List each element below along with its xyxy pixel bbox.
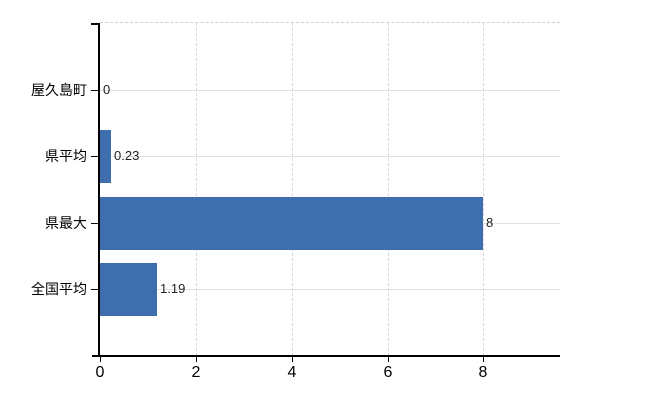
x-axis-line [92,355,560,357]
category-label: 全国平均 [31,281,87,297]
x-tick-label: 2 [191,364,201,381]
horizontal-gridline [100,90,560,91]
horizontal-gridline [100,289,560,290]
vertical-gridline [388,23,389,356]
x-axis-tick [196,356,197,362]
category-label: 県最大 [45,215,87,231]
x-tick-label: 0 [95,364,105,381]
vertical-gridline [196,23,197,356]
x-axis-tick [483,356,484,362]
x-tick-label: 8 [478,364,488,381]
horizontal-gridline [100,156,560,157]
category-label: 県平均 [45,148,87,164]
plot-area: 0 2 4 6 8 屋久島町 0 県平均 0.23 県最大 8 全国平均 1.19 [31,22,560,381]
y-axis-top-tick [91,23,100,25]
vertical-gridline [483,23,484,356]
y-axis-tick [91,223,100,224]
x-tick-label: 6 [383,364,393,381]
bar [100,130,111,183]
value-label: 0.23 [114,148,140,163]
category-label: 屋久島町 [31,82,87,98]
value-label: 1.19 [160,281,186,296]
x-tick-label: 4 [287,364,297,381]
bar [100,263,157,316]
y-axis-tick [91,156,100,157]
y-axis-line [98,23,100,357]
x-axis-tick [388,356,389,362]
y-axis-tick [91,289,100,290]
value-label: 0 [103,82,111,97]
x-axis-tick [292,356,293,362]
vertical-gridline [292,23,293,356]
y-axis-tick [91,90,100,91]
value-label: 8 [486,215,494,230]
x-axis-tick [100,356,101,362]
bar [100,197,483,250]
